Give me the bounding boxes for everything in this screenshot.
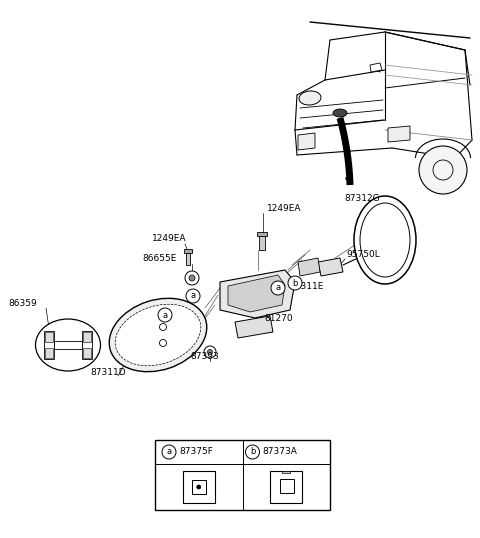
Circle shape [159,339,167,346]
Circle shape [207,350,213,355]
Polygon shape [298,258,320,276]
Text: 87311D: 87311D [90,368,126,377]
Text: 87312G: 87312G [344,194,380,203]
Ellipse shape [36,319,100,371]
Polygon shape [298,133,315,150]
Circle shape [185,271,199,285]
Polygon shape [44,331,54,359]
Circle shape [158,308,172,322]
Circle shape [186,289,200,303]
Text: 87373A: 87373A [263,447,298,456]
Circle shape [433,160,453,180]
Circle shape [197,485,201,489]
Text: 1249EA: 1249EA [267,204,301,213]
Polygon shape [318,258,343,276]
Polygon shape [388,126,410,142]
Text: b: b [292,279,298,287]
Polygon shape [184,249,192,253]
Ellipse shape [115,305,201,366]
Ellipse shape [354,196,416,284]
Text: a: a [167,448,171,457]
Polygon shape [282,471,290,473]
Polygon shape [186,253,190,265]
Text: 81270: 81270 [264,314,293,323]
Text: b: b [250,448,255,457]
Polygon shape [235,316,273,338]
Polygon shape [54,341,82,349]
Circle shape [288,276,302,290]
Circle shape [271,281,285,295]
FancyBboxPatch shape [183,471,215,503]
Text: 86655E: 86655E [142,254,176,263]
Text: a: a [162,310,168,320]
FancyBboxPatch shape [280,479,294,493]
Polygon shape [45,348,53,358]
FancyBboxPatch shape [192,480,206,494]
Ellipse shape [109,298,207,372]
Polygon shape [82,331,92,359]
Polygon shape [257,232,267,236]
Circle shape [159,323,167,330]
Text: a: a [191,292,195,301]
Ellipse shape [360,203,410,277]
Circle shape [162,445,176,459]
Ellipse shape [299,91,321,105]
Circle shape [189,275,195,281]
Text: 95750L: 95750L [346,250,380,259]
FancyBboxPatch shape [270,471,302,503]
Polygon shape [220,270,295,318]
Circle shape [419,146,467,194]
Ellipse shape [333,109,347,117]
Polygon shape [228,275,285,312]
Text: 87375F: 87375F [179,447,213,456]
Circle shape [245,445,260,459]
Text: 87311E: 87311E [289,282,324,291]
Polygon shape [83,332,91,342]
Text: 87393: 87393 [190,352,219,361]
Text: 1249EA: 1249EA [152,234,187,243]
Polygon shape [259,236,265,250]
Circle shape [204,346,216,358]
Circle shape [359,239,369,249]
Polygon shape [370,63,382,72]
Text: a: a [276,284,281,293]
Polygon shape [45,332,53,342]
Polygon shape [83,348,91,358]
Text: 86359: 86359 [8,299,37,308]
